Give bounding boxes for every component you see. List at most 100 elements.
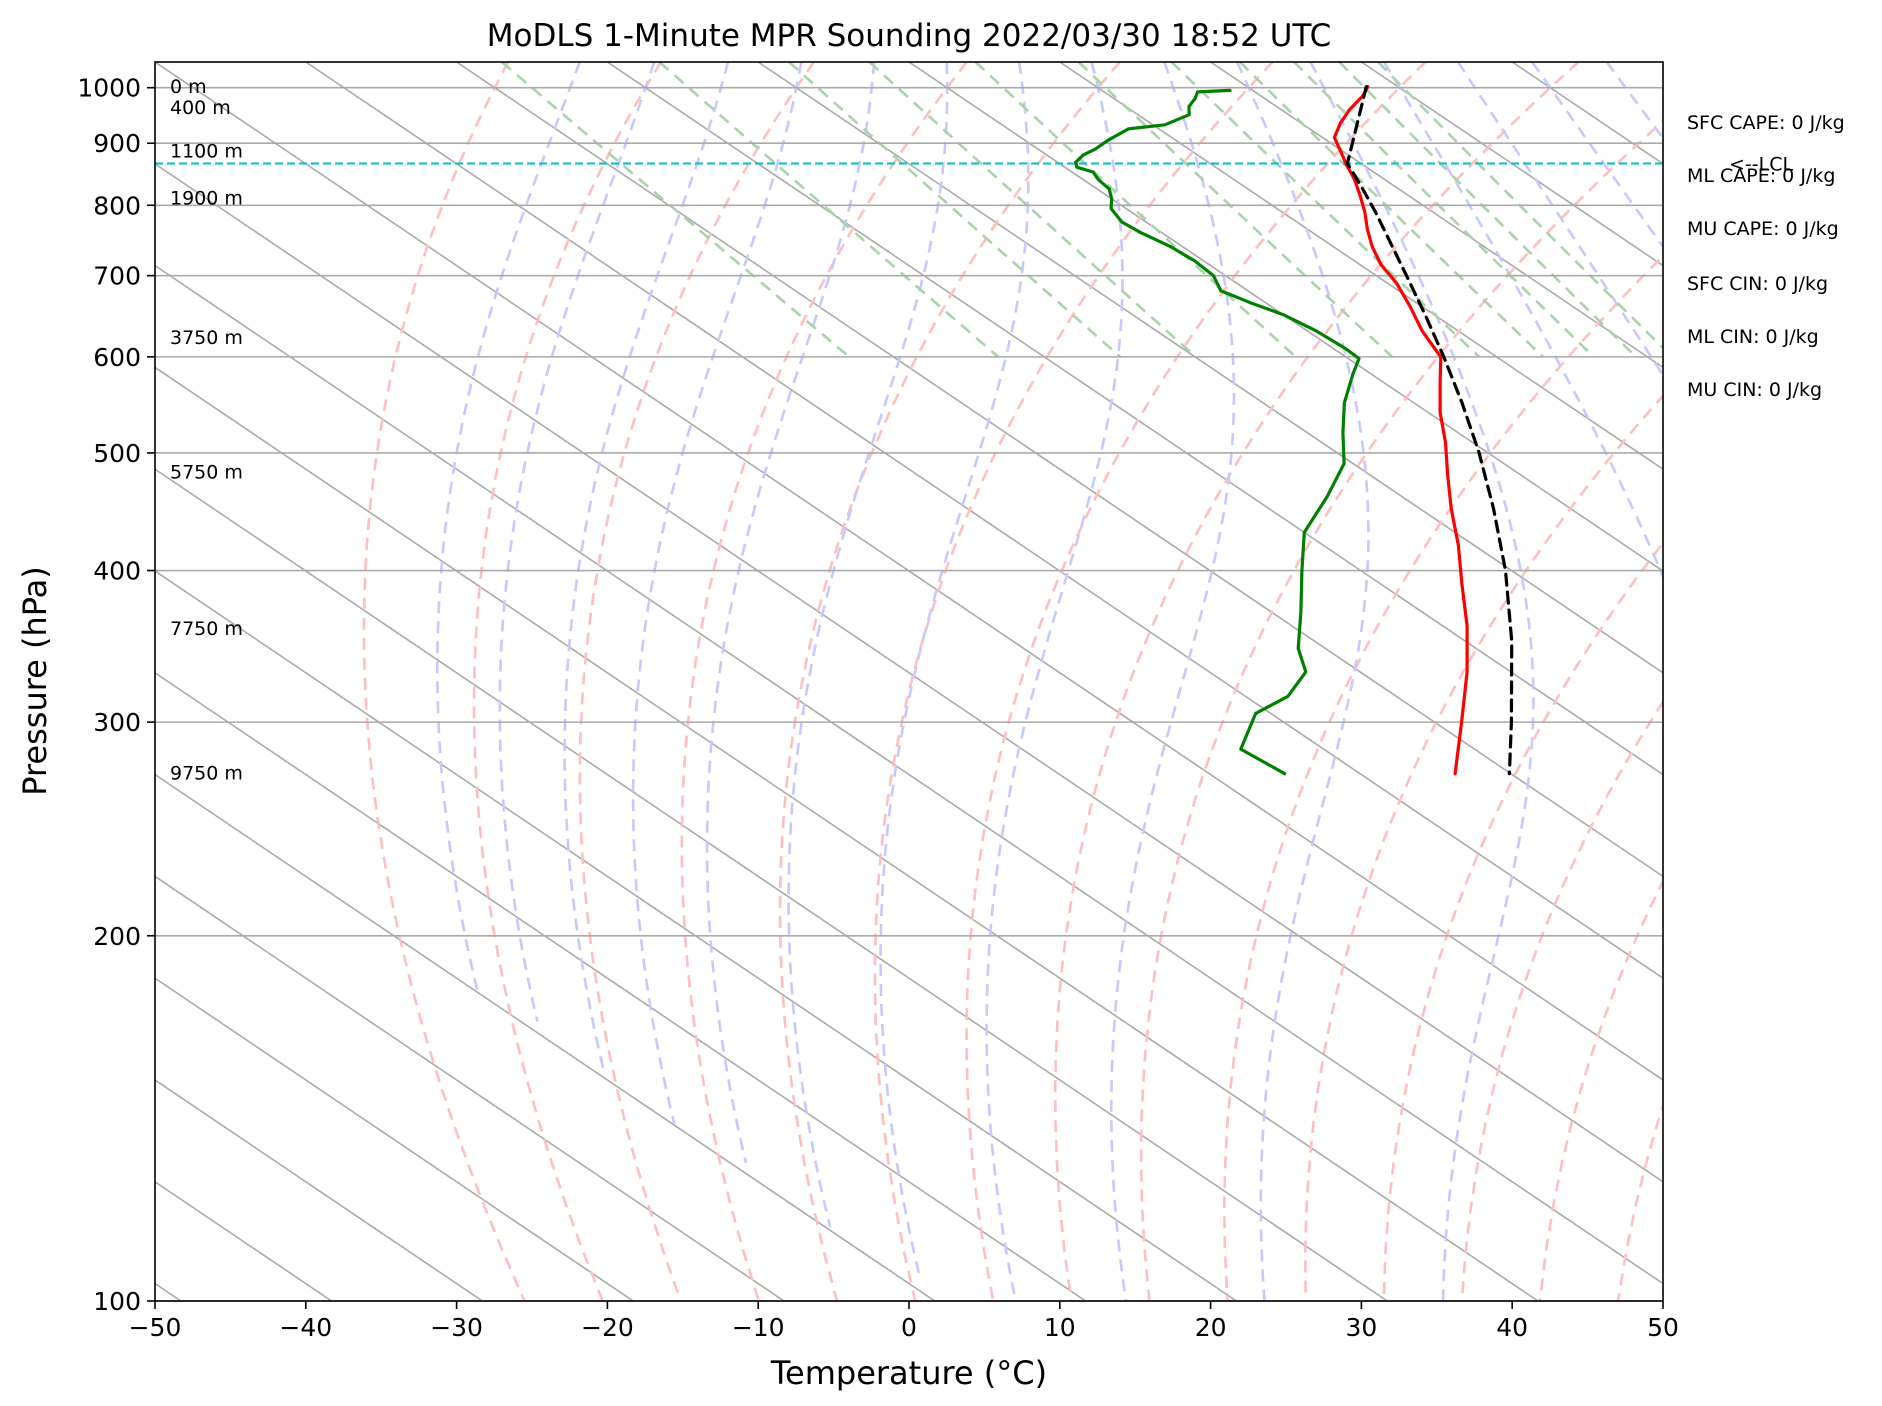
dry-adiabat-line <box>873 62 1274 1301</box>
profile-traces <box>1074 85 1514 776</box>
isotherm-line <box>305 62 1663 980</box>
y-tick-label: 500 <box>93 439 141 468</box>
isotherm-line <box>155 671 1087 1301</box>
parcel-trace <box>1345 85 1514 776</box>
isotherm-line <box>456 62 1663 878</box>
mixing-ratio-line <box>501 62 851 358</box>
dewpoint-trace <box>1074 88 1361 776</box>
height-label: 5750 m <box>170 461 243 483</box>
mixing-ratio-line <box>1293 62 1595 358</box>
x-tick-label: −20 <box>581 1313 634 1342</box>
y-tick-label: 600 <box>93 343 141 372</box>
x-tick-label: −50 <box>129 1313 182 1342</box>
x-tick-label: 40 <box>1496 1313 1528 1342</box>
y-tick-label: 800 <box>93 191 141 220</box>
dry-adiabat-line <box>472 62 663 1301</box>
moist-adiabat-line <box>705 62 876 1164</box>
mixing-ratio-line <box>1077 62 1394 358</box>
height-label: 1900 m <box>170 188 243 210</box>
mixing-ratio-line <box>1170 62 1481 358</box>
dry-adiabat-line <box>965 62 1427 1301</box>
height-label: 400 m <box>170 97 231 119</box>
isotherm-line <box>1059 62 1663 471</box>
y-axis-ticks: 100 200 300 400 500 600 700 800 900 1000 <box>77 74 155 1316</box>
y-tick-label: 1000 <box>77 74 141 103</box>
background-lines <box>155 62 1663 1301</box>
y-axis-label: Pressure (hPa) <box>16 566 54 796</box>
stat-mu-cape: MU CAPE: 0 J/kg <box>1687 218 1839 240</box>
isotherm-line <box>155 264 1663 1285</box>
stat-sfc-cape: SFC CAPE: 0 J/kg <box>1687 112 1845 134</box>
isotherm-line <box>155 1079 483 1301</box>
x-axis-label: Temperature (°C) <box>770 1354 1047 1392</box>
x-tick-label: 50 <box>1647 1313 1679 1342</box>
moist-adiabat-line <box>436 62 582 992</box>
y-tick-label: 400 <box>93 557 141 586</box>
x-tick-label: 0 <box>901 1313 917 1342</box>
isotherm-line <box>155 570 1237 1301</box>
height-label: 1100 m <box>170 140 243 162</box>
x-tick-label: −10 <box>732 1313 785 1342</box>
stat-sfc-cin: SFC CIN: 0 J/kg <box>1687 273 1828 295</box>
chart-title: MoDLS 1-Minute MPR Sounding 2022/03/30 1… <box>487 18 1331 54</box>
dry-adiabat-line <box>1303 393 1663 1301</box>
moist-adiabat-line <box>1382 62 1663 580</box>
y-tick-label: 100 <box>93 1287 141 1316</box>
moist-adiabat-line <box>985 62 1124 1301</box>
moist-adiabat-line <box>787 62 949 1228</box>
moist-adiabat-line <box>1309 62 1535 1301</box>
lcl-label: <--LCL <box>1729 154 1793 176</box>
moist-adiabat-line <box>631 62 803 1125</box>
y-tick-label: 200 <box>93 922 141 951</box>
stat-ml-cin: ML CIN: 0 J/kg <box>1687 326 1819 348</box>
dry-adiabat-line <box>778 62 1121 1301</box>
mixing-ratio-line <box>868 62 1197 358</box>
height-label: 3750 m <box>170 327 243 349</box>
height-label: 9750 m <box>170 763 243 785</box>
x-tick-label: 10 <box>1044 1313 1076 1342</box>
moist-adiabat-line <box>498 62 656 1022</box>
height-label: 0 m <box>170 76 207 98</box>
y-tick-label: 300 <box>93 708 141 737</box>
dry-adiabat-line <box>1222 254 1663 1301</box>
stats-panel: SFC CAPE: 0 J/kg ML CAPE: 0 J/kg MU CAPE… <box>1687 112 1845 401</box>
mixing-ratio-line <box>1338 62 1637 358</box>
y-tick-label: 700 <box>93 262 141 291</box>
isotherm-line <box>155 875 785 1301</box>
isotherm-line <box>757 62 1663 674</box>
x-tick-label: −40 <box>279 1313 332 1342</box>
height-label: 7750 m <box>170 618 243 640</box>
isotherm-line <box>155 773 936 1301</box>
dry-adiabat-line <box>1382 540 1663 1301</box>
moist-adiabat-line <box>1531 62 1663 249</box>
temperature-trace <box>1332 85 1469 776</box>
mixing-ratio-line <box>1377 62 1663 350</box>
isotherm-line <box>155 62 1663 1081</box>
moist-adiabat-line <box>1236 62 1370 1301</box>
dry-adiabat-line <box>1053 62 1580 1301</box>
height-labels: 9750 m 7750 m 5750 m 3750 m 1900 m 1100 m 400 … <box>170 76 243 785</box>
stat-ml-cape: ML CAPE: 0 J/kg <box>1687 165 1835 187</box>
x-tick-label: 20 <box>1195 1313 1227 1342</box>
dry-adiabat-line <box>680 62 968 1301</box>
isotherm-line <box>155 366 1539 1301</box>
isotherm-line <box>1210 62 1663 369</box>
x-tick-label: 30 <box>1345 1313 1377 1342</box>
isotherm-line <box>606 62 1663 776</box>
mixing-ratio-line <box>1238 62 1544 358</box>
isotherm-line <box>155 468 1388 1301</box>
x-tick-label: −30 <box>430 1313 483 1342</box>
y-tick-label: 900 <box>93 129 141 158</box>
mixing-ratio-line <box>788 62 1122 358</box>
dry-adiabat-line <box>362 62 526 1301</box>
moist-adiabat-line <box>1456 62 1663 378</box>
moist-adiabat-line <box>879 62 1030 1276</box>
isotherm-line <box>908 62 1663 572</box>
dry-adiabat-line <box>1139 119 1663 1301</box>
isotherm-line <box>155 977 634 1301</box>
isotherm-line <box>155 162 1663 1183</box>
moist-adiabat-line <box>1109 62 1236 1301</box>
x-axis-ticks: −50 −40 −30 −20 −10 0 10 20 30 40 50 <box>129 1301 1679 1342</box>
